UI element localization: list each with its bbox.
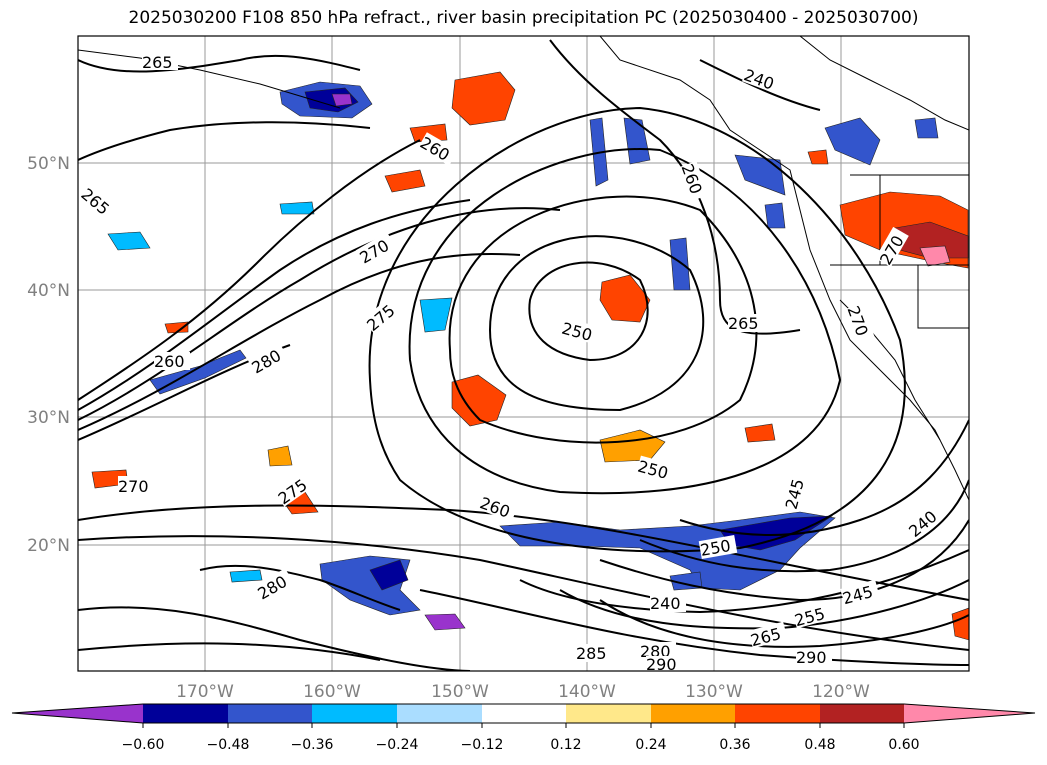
colorbar-ticks [142, 723, 905, 728]
colorbar-tick-label: 0.48 [804, 737, 835, 753]
longitude-labels: 170°W 160°W 150°W 140°W 130°W 120°W [176, 682, 870, 702]
contour-label: 265 [728, 314, 759, 333]
colorbar-tick-label: −0.48 [207, 737, 250, 753]
contour-label: 290 [796, 648, 827, 667]
map-border [77, 35, 970, 672]
colorbar-tick-label: 0.12 [550, 737, 581, 753]
contour-label: 240 [650, 594, 681, 613]
colorbar-cell [397, 704, 482, 723]
coastlines [78, 36, 969, 501]
colorbar-tick-label: −0.12 [461, 737, 504, 753]
lon-label: 130°W [685, 682, 743, 702]
lon-label: 160°W [303, 682, 361, 702]
colorbar-extend-high [904, 704, 1035, 723]
contour-label: 260 [154, 352, 185, 371]
colorbar-cell [820, 704, 904, 723]
colorbar-cell [482, 704, 566, 723]
colorbar-cell [566, 704, 651, 723]
colorbar-cell [312, 704, 397, 723]
precip-negative-shading [107, 81, 939, 631]
colorbar-cell [651, 704, 735, 723]
lat-label: 30°N [27, 408, 70, 428]
colorbar-cell [228, 704, 312, 723]
colorbar-tick-label: 0.60 [888, 737, 919, 753]
colorbar: −0.60 −0.48 −0.36 −0.24 −0.12 0.12 0.24 … [11, 703, 1036, 753]
lon-label: 140°W [558, 682, 616, 702]
contour-labels: 265 265 260 270 275 280 260 250 260 265 … [78, 52, 944, 674]
precip-positive-shading [91, 71, 969, 641]
contour-label: 270 [118, 477, 149, 496]
colorbar-cell [735, 704, 820, 723]
contour-label: 285 [576, 644, 607, 663]
lon-label: 170°W [176, 682, 234, 702]
refractivity-contours [78, 39, 969, 671]
lat-label: 40°N [27, 281, 70, 301]
colorbar-tick-label: −0.36 [291, 737, 334, 753]
lat-label: 20°N [27, 536, 70, 556]
colorbar-tick-label: −0.60 [122, 737, 165, 753]
lon-label: 120°W [812, 682, 870, 702]
colorbar-tick-label: 0.36 [719, 737, 750, 753]
chart-title: 2025030200 F108 850 hPa refract., river … [128, 8, 919, 28]
contour-label: 290 [646, 655, 677, 674]
contour-label: 265 [142, 53, 173, 72]
lon-label: 150°W [431, 682, 489, 702]
latitude-labels: 50°N 40°N 30°N 20°N [27, 154, 70, 556]
colorbar-extend-low [12, 704, 143, 723]
colorbar-cell [143, 704, 228, 723]
colorbar-tick-label: 0.24 [635, 737, 666, 753]
lat-label: 50°N [27, 154, 70, 174]
colorbar-tick-label: −0.24 [376, 737, 419, 753]
